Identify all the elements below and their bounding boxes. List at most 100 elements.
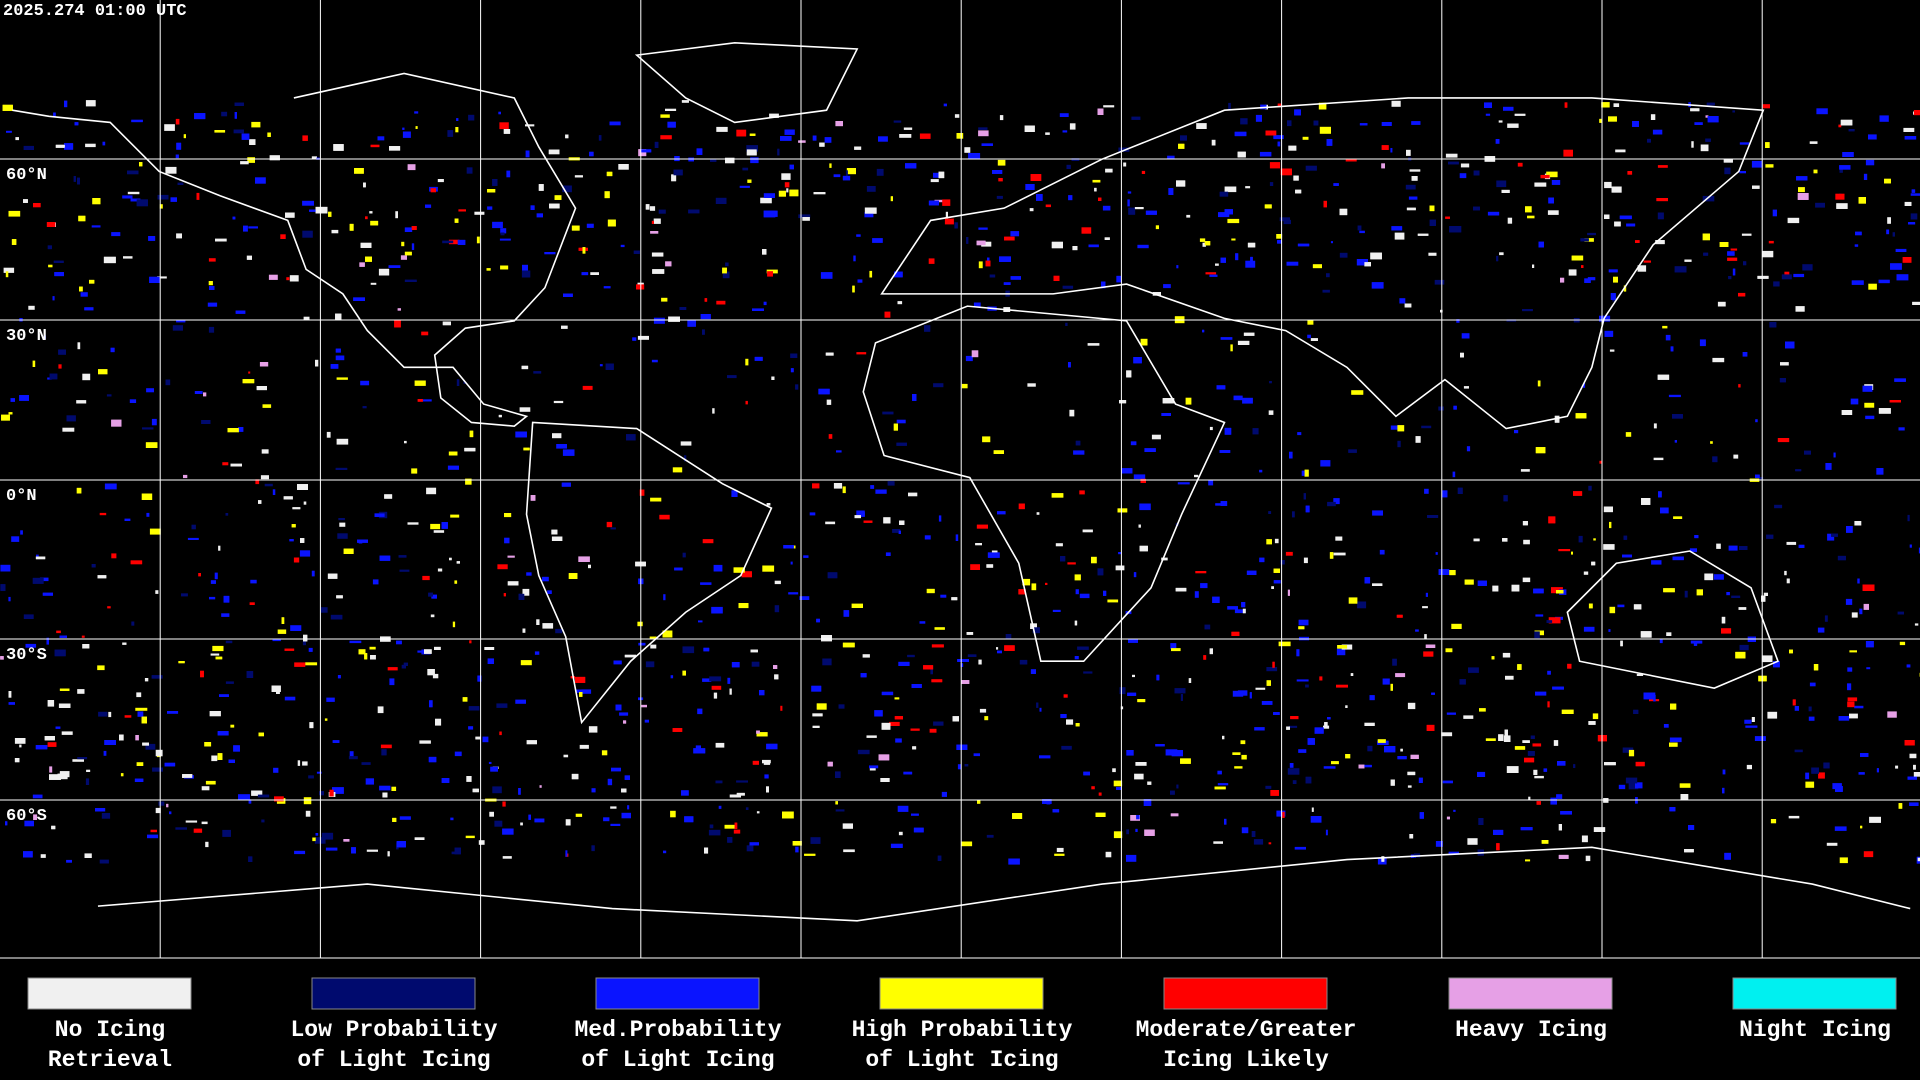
icing-pixel	[1372, 583, 1383, 586]
icing-pixel	[649, 636, 657, 640]
icing-pixel	[1485, 738, 1496, 741]
icing-pixel	[506, 170, 511, 178]
icing-pixel	[984, 716, 989, 721]
icing-pixel	[1851, 280, 1864, 285]
icing-pixel	[1786, 541, 1797, 545]
icing-pixel	[1330, 241, 1333, 244]
icing-pixel	[1889, 400, 1901, 403]
icing-pixel	[1105, 851, 1112, 858]
icing-pixel	[319, 791, 324, 796]
icing-pixel	[1651, 560, 1662, 565]
icing-pixel	[1390, 683, 1393, 691]
icing-pixel	[1672, 556, 1684, 561]
icing-pixel	[1400, 748, 1403, 752]
latitude-label: 30°N	[6, 327, 47, 346]
icing-pixel	[129, 399, 137, 403]
icing-pixel	[389, 146, 401, 151]
icing-pixel	[1202, 329, 1205, 333]
icing-pixel	[1194, 474, 1199, 478]
icing-pixel	[151, 675, 163, 679]
icing-pixel	[1246, 570, 1257, 575]
icing-pixel	[267, 132, 271, 137]
icing-pixel	[1292, 511, 1295, 518]
icing-pixel	[1448, 851, 1459, 855]
icing-pixel	[1739, 644, 1749, 651]
icing-pixel	[1224, 186, 1237, 193]
icing-pixel	[320, 607, 328, 613]
icing-pixel	[795, 846, 799, 853]
icing-pixel	[85, 143, 96, 148]
icing-pixel	[1662, 325, 1668, 329]
icing-pixel	[1674, 266, 1687, 273]
icing-pixel	[1105, 168, 1113, 173]
icing-pixel	[957, 659, 969, 662]
icing-pixel	[1214, 786, 1226, 790]
icing-pixel	[454, 751, 462, 757]
icing-pixel	[1802, 264, 1813, 271]
icing-pixel	[452, 621, 456, 628]
icing-pixel	[1429, 205, 1435, 212]
icing-pixel	[1305, 505, 1310, 513]
icing-pixel	[66, 859, 72, 863]
icing-pixel	[1131, 116, 1141, 120]
icing-pixel	[882, 411, 894, 415]
icing-pixel	[1319, 676, 1323, 681]
icing-pixel	[91, 225, 101, 228]
icing-pixel	[1268, 410, 1274, 415]
icing-pixel	[1894, 378, 1906, 382]
icing-pixel	[1233, 395, 1243, 401]
icing-pixel	[898, 831, 903, 836]
icing-pixel	[542, 576, 549, 582]
icing-pixel	[131, 119, 143, 123]
icing-pixel	[1887, 217, 1891, 224]
icing-pixel	[1232, 752, 1241, 755]
icing-pixel	[1898, 427, 1905, 431]
icing-pixel	[1866, 667, 1871, 670]
icing-pixel	[913, 827, 924, 833]
icing-pixel	[981, 143, 993, 146]
icing-pixel	[521, 365, 529, 370]
icing-pixel	[1060, 714, 1067, 718]
icing-pixel	[305, 662, 318, 666]
icing-pixel	[285, 212, 295, 218]
icing-pixel	[565, 819, 571, 826]
icing-pixel	[151, 418, 157, 426]
icing-pixel	[835, 771, 841, 778]
icing-pixel	[966, 632, 974, 635]
icing-pixel	[1406, 207, 1416, 211]
icing-pixel	[1625, 432, 1632, 437]
icing-pixel	[672, 467, 683, 473]
icing-pixel	[1381, 163, 1385, 169]
icing-pixel	[1224, 427, 1232, 435]
icing-pixel	[321, 832, 334, 840]
icing-pixel	[912, 746, 917, 750]
icing-pixel	[1234, 131, 1247, 137]
icing-pixel	[1171, 648, 1181, 652]
icing-pixel	[248, 226, 258, 229]
icing-pixel	[533, 371, 542, 374]
icing-pixel	[1004, 645, 1015, 651]
icing-pixel	[1113, 831, 1123, 839]
icing-pixel	[688, 209, 700, 214]
icing-pixel	[251, 121, 261, 128]
icing-pixel	[1255, 687, 1266, 690]
icing-pixel	[1453, 405, 1457, 410]
icing-pixel	[1200, 583, 1208, 589]
icing-pixel	[1831, 533, 1838, 537]
icing-pixel	[722, 271, 730, 279]
icing-pixel	[302, 230, 313, 238]
icing-pixel	[835, 809, 845, 812]
icing-pixel	[1502, 652, 1511, 658]
icing-pixel	[1909, 544, 1912, 548]
icing-pixel	[1534, 182, 1547, 187]
icing-pixel	[645, 204, 650, 210]
icing-pixel	[66, 415, 76, 422]
icing-pixel	[130, 198, 141, 202]
icing-pixel	[1498, 734, 1504, 741]
icing-pixel	[397, 308, 401, 311]
icing-pixel	[1155, 225, 1159, 230]
icing-pixel	[982, 436, 991, 443]
icing-pixel	[968, 153, 981, 160]
icing-pixel	[1665, 334, 1671, 341]
